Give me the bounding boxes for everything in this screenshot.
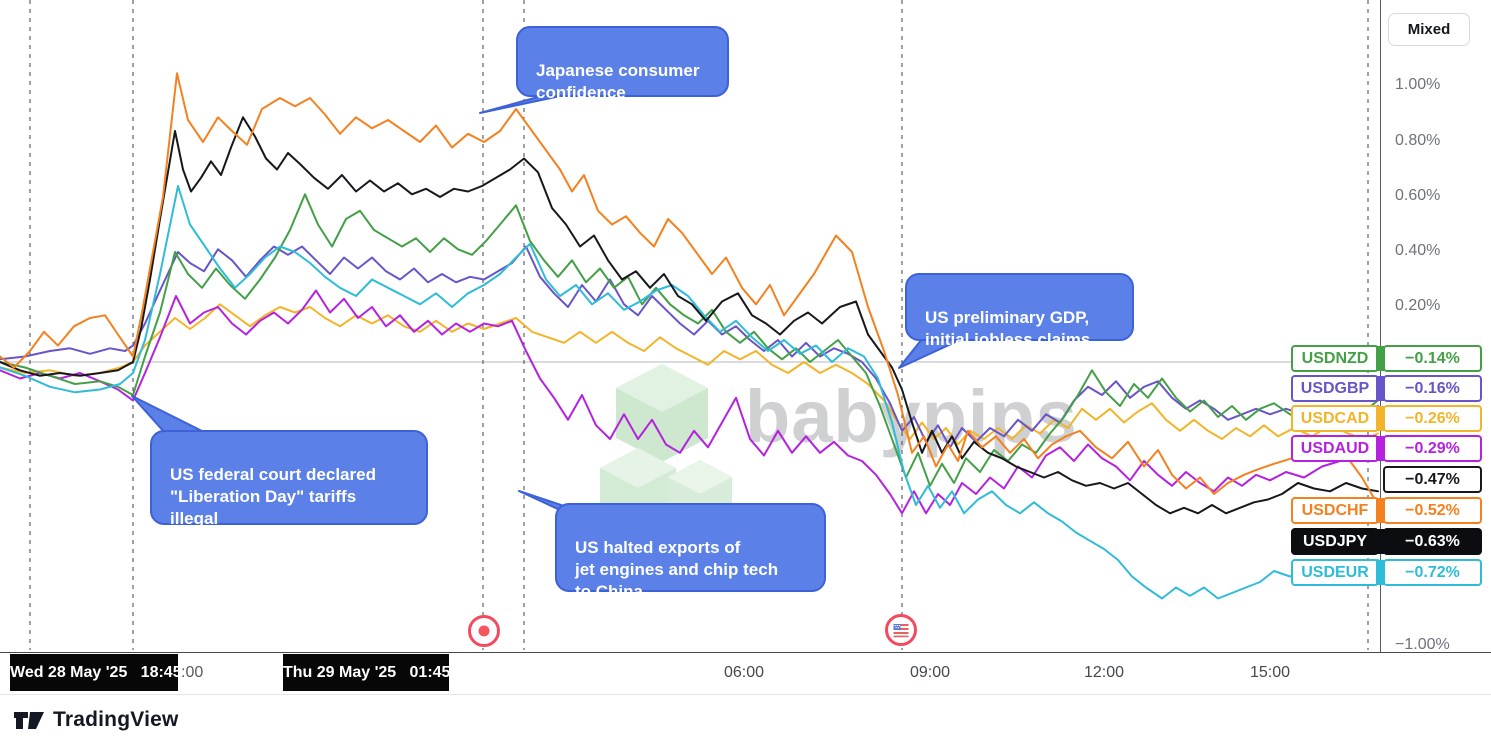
time-axis[interactable]: Wed 28 May '25 18:45 :00 Thu 29 May '25 …: [0, 652, 1491, 696]
pair-value: −0.52%: [1383, 497, 1482, 524]
tradingview-attribution[interactable]: TradingView: [14, 708, 179, 732]
time-tick: 09:00: [909, 664, 951, 681]
footer-divider: [0, 694, 1491, 695]
pair-label-row[interactable]: USDNZD −0.14%: [1291, 345, 1491, 372]
time-tick: 06:00: [723, 664, 765, 681]
pair-value: −0.16%: [1383, 375, 1482, 402]
pair-value: −0.26%: [1383, 405, 1482, 432]
annotation-text: US federal court declared "Liberation Da…: [170, 465, 376, 528]
series-line-USDCHF[interactable]: [0, 72, 1379, 506]
pair-value: −0.72%: [1383, 559, 1482, 586]
tradingview-logo-icon: [14, 711, 44, 729]
pair-label-row[interactable]: −0.47%: [1291, 466, 1491, 493]
pair-axis-bar: [1376, 529, 1384, 554]
pair-axis-bar: [1376, 560, 1384, 585]
pair-axis-bar: [1376, 498, 1384, 523]
pair-name: USDNZD: [1291, 345, 1379, 372]
pair-name: USDGBP: [1291, 375, 1379, 402]
price-tick: 0.60%: [1395, 187, 1441, 204]
series-line-USDGBP[interactable]: [0, 245, 1379, 449]
event-time-box: Thu 29 May '25 01:45: [283, 654, 450, 691]
pair-axis-bar: [1376, 376, 1384, 401]
pair-label-row[interactable]: USDJPY −0.63%: [1291, 528, 1491, 555]
annotation-us-preliminary-gdp[interactable]: US preliminary GDP, initial jobless clai…: [905, 273, 1134, 349]
pair-name: USDEUR: [1291, 559, 1379, 586]
series-line-USDAUD[interactable]: [0, 289, 1379, 515]
tradingview-brand-text: TradingView: [53, 708, 179, 731]
price-tick: −1.00%: [1395, 636, 1450, 653]
price-tick: 0.40%: [1395, 242, 1441, 259]
price-tick: 1.00%: [1395, 76, 1441, 93]
time-label-partial: :00: [181, 664, 204, 681]
series-line-USDNZD[interactable]: [0, 193, 1379, 487]
pair-name: USDCAD: [1291, 405, 1379, 432]
pair-label-row[interactable]: USDCHF −0.52%: [1291, 497, 1491, 524]
pair-label-row[interactable]: USDEUR −0.72%: [1291, 559, 1491, 586]
pair-value: −0.63%: [1383, 528, 1482, 555]
pair-axis-bar: [1376, 406, 1384, 431]
pair-value: −0.29%: [1383, 435, 1482, 462]
time-tick: 15:00: [1249, 664, 1291, 681]
pair-axis-bar: [1376, 346, 1384, 371]
chart-plot-area[interactable]: [0, 0, 1380, 652]
annotation-text: US preliminary GDP, initial jobless clai…: [925, 308, 1091, 349]
price-axis[interactable]: Mixed 1.00%0.80%0.60%0.40%0.20%−0.80%−1.…: [1380, 0, 1491, 695]
annotation-text: Japanese consumer confidence: [536, 61, 700, 102]
annotation-us-halted-exports[interactable]: US halted exports of jet engines and chi…: [555, 503, 826, 601]
us-flag-icon[interactable]: [884, 613, 918, 647]
time-tick: 12:00: [1083, 664, 1125, 681]
series-line-USDCAD[interactable]: [0, 303, 1379, 446]
annotation-text: US halted exports of jet engines and chi…: [575, 538, 779, 601]
pair-name: USDAUD: [1291, 435, 1379, 462]
price-tick: 0.20%: [1395, 297, 1441, 314]
pair-value: −0.14%: [1383, 345, 1482, 372]
series-line-USDJPY[interactable]: [0, 116, 1379, 515]
pair-label-row[interactable]: USDGBP −0.16%: [1291, 375, 1491, 402]
pair-label-row[interactable]: USDCAD −0.26%: [1291, 405, 1491, 432]
event-time-box: Wed 28 May '25 18:45: [10, 654, 182, 691]
japan-flag-icon[interactable]: [467, 614, 501, 648]
pair-label-row[interactable]: USDAUD −0.29%: [1291, 435, 1491, 462]
price-tick: 0.80%: [1395, 132, 1441, 149]
pair-name: USDCHF: [1291, 497, 1379, 524]
pair-name: USDJPY: [1291, 528, 1379, 555]
pair-axis-bar: [1376, 436, 1384, 461]
annotation-japanese-consumer-confidence[interactable]: Japanese consumer confidence: [516, 26, 729, 102]
annotation-us-federal-court[interactable]: US federal court declared "Liberation Da…: [150, 430, 428, 528]
pair-value: −0.47%: [1383, 466, 1482, 493]
series-line-USDEUR[interactable]: [0, 185, 1379, 600]
market-status-badge[interactable]: Mixed: [1388, 13, 1470, 46]
